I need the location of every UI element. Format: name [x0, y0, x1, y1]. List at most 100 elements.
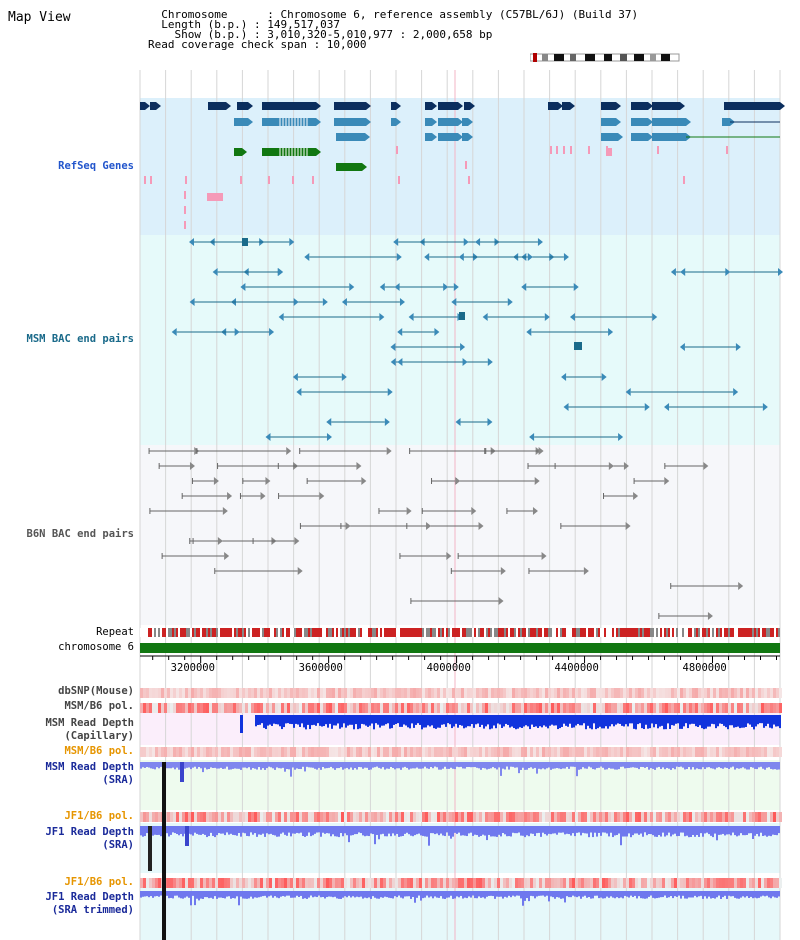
jf1-trimmed-depth-bar — [378, 891, 380, 899]
jf1-trimmed-depth-bar — [738, 891, 740, 899]
msm-capillary-depth-bar — [593, 715, 595, 724]
jf1-sra-depth-bar — [394, 826, 396, 836]
jf1-b6-pol-heat-cell — [167, 812, 170, 822]
msm-sra-depth-bar — [618, 762, 620, 770]
dbsnp-heat-cell — [569, 688, 572, 698]
repeat-mark — [204, 628, 206, 637]
msm-b6-pol-heat-cell — [530, 747, 533, 757]
msm-sra-depth-bar — [282, 762, 284, 768]
jf1-trimmed-depth-bar — [732, 891, 734, 897]
msm-b6-pol-heat-cell — [344, 703, 347, 713]
jf1-sra-depth-bar — [562, 826, 564, 833]
msm-sra-depth-bar — [664, 762, 666, 770]
dbsnp-heat-cell — [371, 688, 374, 698]
msm-sra-depth-bar — [578, 762, 580, 770]
jf1-b6-pol-heat-cell — [179, 812, 182, 822]
repeat-mark — [732, 628, 734, 637]
msm-b6-pol-heat-cell — [410, 703, 413, 713]
jf1-trimmed-depth-bar — [706, 891, 708, 899]
jf1-b6-pol-heat-cell — [152, 878, 155, 888]
msm-b6-pol-heat-cell — [428, 747, 431, 757]
msm-b6-pol-heat-cell — [383, 747, 386, 757]
jf1-b6-pol-heat-cell — [542, 812, 545, 822]
msm-b6-pol-heat-cell — [557, 703, 560, 713]
msm-capillary-depth-bar — [611, 715, 613, 725]
msm-capillary-depth-bar — [551, 715, 553, 725]
msm-sra-depth-bar — [468, 762, 470, 767]
msm-b6-pol-heat-cell — [317, 747, 320, 757]
repeat-mark — [246, 628, 248, 637]
dbsnp-heat-cell — [746, 688, 749, 698]
msm-b6-pol-heat-cell — [623, 703, 626, 713]
msm-b6-pol-heat-cell — [209, 703, 212, 713]
dbsnp-heat-cell — [485, 688, 488, 698]
msm-sra-depth-bar — [428, 762, 430, 769]
msm-b6-pol-heat-cell — [779, 703, 782, 713]
msm-sra-depth-bar — [778, 762, 780, 770]
msm-capillary-depth-bar — [285, 715, 287, 724]
jf1-trimmed-depth-bar — [504, 891, 506, 897]
jf1-trimmed-depth-bar — [536, 891, 538, 897]
jf1-b6-pol-heat-cell — [683, 878, 686, 888]
jf1-sra-depth-bar — [648, 826, 650, 835]
jf1-trimmed-depth-bar — [450, 891, 452, 896]
jf1-b6-pol-heat-cell — [515, 812, 518, 822]
jf1-trimmed-depth-bar — [740, 891, 742, 898]
dbsnp-heat-cell — [374, 688, 377, 698]
repeat-mark — [644, 628, 646, 637]
repeat-mark — [182, 628, 184, 637]
jf1-sra-depth-bar — [772, 826, 774, 835]
b6n-end-right — [608, 462, 614, 470]
gene-feature-mark — [657, 146, 659, 154]
jf1-b6-pol-heat-cell — [551, 878, 554, 888]
jf1-sra-depth-bar — [376, 826, 378, 835]
msm-sra-depth-bar — [328, 762, 330, 768]
msm-sra-depth-bar — [736, 762, 738, 769]
jf1-sra-depth-bar — [182, 826, 184, 837]
msm-b6-pol-heat-cell — [542, 703, 545, 713]
jf1-b6-pol-heat-cell — [296, 878, 299, 888]
msm-capillary-depth-bar — [240, 715, 243, 733]
dbsnp-heat-cell — [248, 688, 251, 698]
repeat-mark — [472, 628, 474, 637]
msm-sra-depth-bar — [236, 762, 238, 769]
repeat-mark — [350, 628, 352, 637]
msm-capillary-depth-bar — [493, 715, 495, 726]
jf1-b6-pol-heat-cell — [350, 812, 353, 822]
msm-b6-pol-heat-cell — [656, 703, 659, 713]
repeat-mark — [522, 628, 524, 637]
msm-sra-depth-bar — [464, 762, 466, 769]
jf1-b6-pol-heat-cell — [482, 812, 485, 822]
jf1-b6-pol-heat-cell — [551, 812, 554, 822]
jf1-sra-depth-bar — [444, 826, 446, 837]
jf1-trimmed-depth-bar — [526, 891, 528, 899]
msm-sra-depth-bar — [758, 762, 760, 768]
dbsnp-heat-cell — [776, 688, 779, 698]
repeat-mark — [698, 628, 700, 637]
chromosome-ideogram[interactable] — [530, 53, 680, 62]
msm-b6-pol-heat-cell — [542, 747, 545, 757]
msm-sra-depth-bar — [498, 762, 500, 768]
jf1-sra-depth-bar — [504, 826, 506, 835]
msm-sra-depth-bar — [558, 762, 560, 769]
gene-feature-mark — [312, 176, 314, 184]
msm-b6-pol-heat-cell — [752, 703, 755, 713]
jf1-sra-depth-bar — [214, 826, 216, 838]
dbsnp-heat-cell — [755, 688, 758, 698]
jf1-sra-depth-bar — [638, 826, 640, 835]
msm-capillary-depth-bar — [677, 715, 679, 724]
jf1-b6-pol-heat-cell — [296, 812, 299, 822]
jf1-b6-pol-heat-cell — [701, 878, 704, 888]
msm-b6-pol-heat-cell — [500, 747, 503, 757]
jf1-b6-pol-heat-cell — [428, 878, 431, 888]
dbsnp-heat-cell — [389, 688, 392, 698]
msm-capillary-depth-bar — [687, 715, 689, 729]
msm-capillary-depth-bar — [751, 715, 753, 727]
jf1-sra-depth-bar — [346, 826, 348, 836]
dbsnp-heat-cell — [617, 688, 620, 698]
msm-b6-pol-heat-cell — [239, 703, 242, 713]
jf1-trimmed-depth-bar — [500, 891, 502, 897]
msm-b6-pol-heat-cell — [278, 703, 281, 713]
msm-sra-depth-bar — [424, 762, 426, 767]
